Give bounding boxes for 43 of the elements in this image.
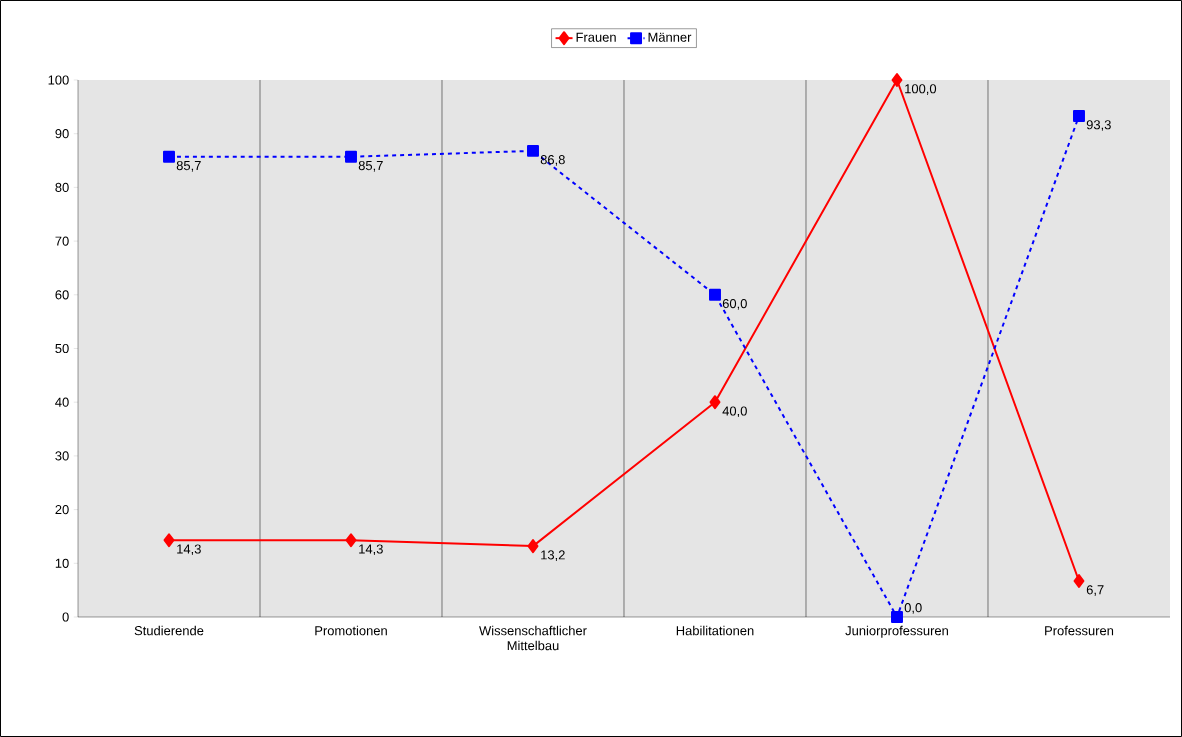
data-label: 100,0 [905, 84, 937, 95]
data-label: 60,0 [722, 298, 747, 310]
y-tick-label: 50 [55, 343, 69, 354]
y-tick-label: 60 [55, 290, 69, 300]
point [891, 611, 903, 623]
data-label: 40,0 [722, 406, 747, 418]
legend-label: Männer [648, 32, 692, 42]
data-label: 6,7 [1086, 585, 1104, 596]
point [709, 395, 721, 410]
point [1073, 109, 1085, 122]
y-tick-label: 90 [55, 129, 69, 139]
y-tick-label: 40 [55, 397, 69, 407]
y-tick-label: 0 [62, 612, 69, 622]
x-tick-label: Wissenschaftlicher Mittelbau [479, 625, 587, 651]
x-tick-label: Habilitationen [676, 625, 754, 636]
y-tick-label: 20 [55, 505, 69, 515]
x-tick-label: Promotionen [315, 625, 387, 636]
y-tick-label: 30 [55, 451, 69, 461]
data-label: 0,0 [904, 603, 922, 614]
point [1073, 574, 1085, 588]
legend-label: Frauen [576, 32, 616, 42]
point [345, 533, 357, 548]
y-tick-label: 10 [55, 558, 69, 568]
data-label: 14,3 [177, 544, 201, 556]
point [163, 533, 175, 548]
point [709, 288, 721, 301]
data-label: 93,3 [1086, 120, 1111, 131]
data-label: 86,8 [540, 155, 565, 166]
point [163, 150, 175, 163]
data-label: 85,7 [358, 160, 383, 172]
x-tick-label: Juniorprofessuren [845, 625, 948, 638]
point [345, 150, 357, 163]
data-label: 13,2 [541, 550, 565, 562]
data-label: 85,7 [176, 160, 201, 172]
y-tick-label: 100 [48, 75, 69, 85]
point [527, 539, 539, 554]
x-tick-label: Professuren [1045, 625, 1114, 636]
point [527, 144, 539, 157]
point [891, 73, 903, 87]
data-label: 14,3 [359, 544, 383, 556]
x-tick-label: Studierende [134, 625, 204, 636]
y-tick-label: 80 [55, 182, 69, 192]
y-tick-label: 70 [55, 236, 69, 246]
